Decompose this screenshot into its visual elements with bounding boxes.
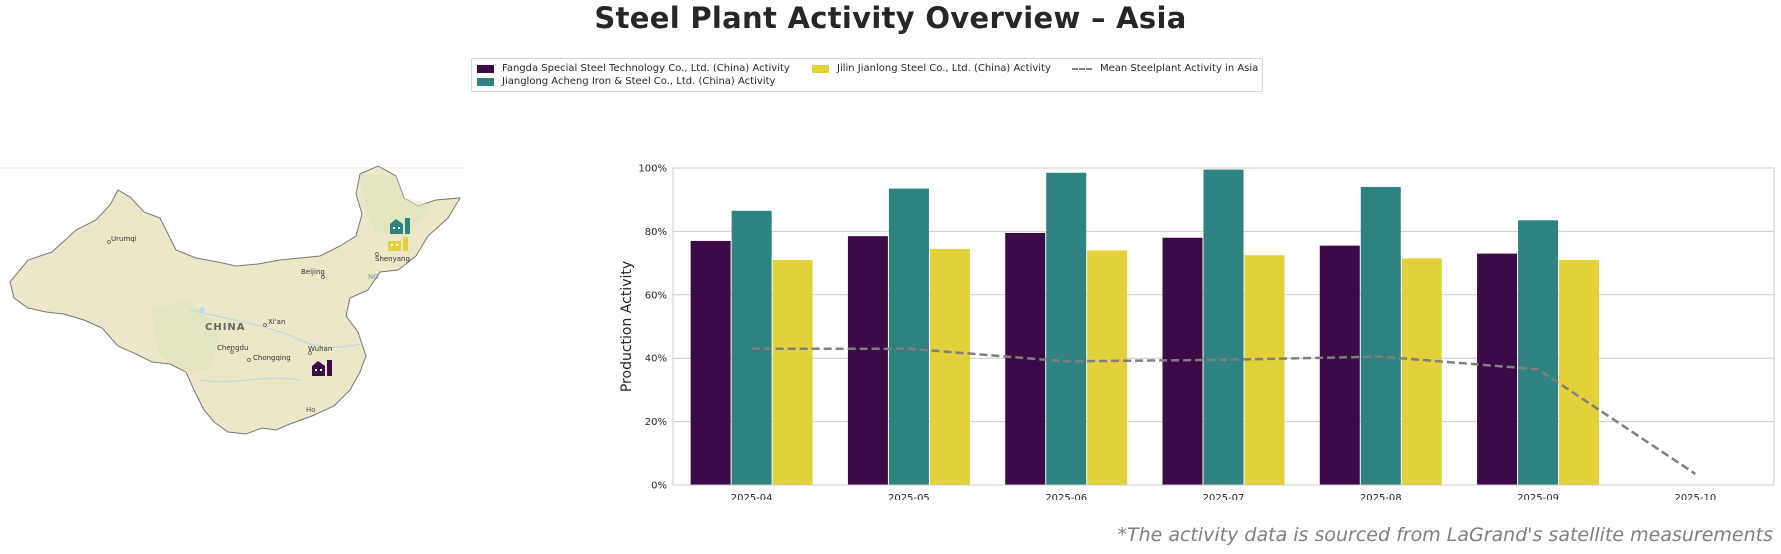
bar-0-2025-05 — [847, 236, 888, 485]
bar-0-2025-06 — [1005, 232, 1046, 485]
bar-2-2025-05 — [929, 248, 970, 485]
legend: Fangda Special Steel Technology Co., Ltd… — [471, 58, 1263, 92]
legend-swatch-mean — [1072, 67, 1092, 70]
bar-2-2025-04 — [772, 259, 813, 485]
bar-1-2025-06 — [1046, 172, 1087, 485]
bar-1-2025-07 — [1203, 169, 1244, 485]
x-tick-label: 2025-09 — [1517, 493, 1559, 500]
map-city-dot-chengdu — [230, 350, 234, 354]
bar-0-2025-04 — [690, 240, 731, 485]
map-city-chengdu: Chengdu — [217, 344, 248, 352]
map-lake — [199, 307, 205, 313]
map-city-xian: Xi'an — [268, 318, 285, 326]
legend-label-jianglong: Jianglong Acheng Iron & Steel Co., Ltd. … — [502, 76, 776, 87]
china-outline — [9, 165, 461, 435]
map-city-dot-shenyang — [375, 252, 379, 256]
map-river — [189, 309, 363, 383]
legend-swatch-fangda — [477, 64, 494, 73]
y-tick-label: 40% — [645, 354, 667, 365]
map-city-dot-xian — [263, 323, 267, 327]
bar-1-2025-05 — [888, 188, 929, 486]
legend-swatch-jilin — [812, 64, 829, 73]
plant-marker-jianglong — [390, 218, 410, 234]
map-city-dot-chongqing — [247, 358, 251, 362]
legend-item-mean: Mean Steelplant Activity in Asia — [1072, 63, 1258, 74]
x-tick-label: 2025-05 — [888, 493, 930, 500]
legend-item-fangda: Fangda Special Steel Technology Co., Ltd… — [477, 63, 790, 74]
bar-0-2025-09 — [1477, 253, 1518, 485]
chart-title: Steel Plant Activity Overview – Asia — [594, 1, 1187, 35]
x-tick-label: 2025-07 — [1203, 493, 1245, 500]
map-label-no: NO — [368, 273, 379, 281]
y-axis-label: Production Activity — [619, 261, 635, 392]
map-city-beijing: Beijing — [301, 268, 325, 276]
plot-frame — [672, 167, 1775, 486]
bar-chart: 0% 20% 40% 60% 80% 100% 2025-04 2025-05 2025-06 2… — [619, 164, 1775, 500]
x-tick-label: 2025-06 — [1045, 493, 1087, 500]
map-city-shenyang: Shenyang — [375, 255, 410, 263]
legend-label-mean: Mean Steelplant Activity in Asia — [1100, 63, 1259, 74]
bar-0-2025-08 — [1319, 245, 1360, 485]
map-terrain — [150, 174, 430, 372]
bar-2-2025-09 — [1559, 259, 1600, 485]
map-city-dot-beijing — [321, 275, 325, 279]
map-city-labels: Urumqi Beijing Shenyang NO Xi'an Chengdu… — [107, 235, 410, 414]
map-city-dot-urumqi — [107, 240, 111, 244]
y-tick-label: 100% — [638, 164, 667, 175]
legend-label-fangda: Fangda Special Steel Technology Co., Ltd… — [502, 63, 790, 74]
bar-2-2025-08 — [1401, 258, 1442, 485]
bar-2-2025-06 — [1087, 250, 1128, 485]
map-city-chongqing: Chongqing — [253, 354, 291, 362]
china-map: Urumqi Beijing Shenyang NO Xi'an Chengdu… — [0, 165, 465, 435]
bar-1-2025-09 — [1518, 220, 1559, 485]
map-city-wuhan: Wuhan — [308, 345, 332, 353]
footnote: *The activity data is sourced from LaGra… — [1117, 524, 1773, 546]
legend-item-jianglong: Jianglong Acheng Iron & Steel Co., Ltd. … — [477, 76, 775, 87]
y-tick-label: 0% — [651, 481, 667, 492]
map-label-ho: Ho — [306, 406, 316, 414]
bar-2-2025-07 — [1244, 255, 1285, 485]
map-city-urumqi: Urumqi — [111, 235, 137, 243]
x-tick-label: 2025-04 — [731, 493, 773, 500]
plant-marker-fangda — [312, 360, 332, 376]
legend-swatch-jianglong — [477, 77, 494, 86]
x-tick-label: 2025-08 — [1360, 493, 1402, 500]
map-city-dot-wuhan — [308, 351, 312, 355]
y-tick-label: 20% — [645, 417, 667, 428]
map-country-label: CHINA — [205, 322, 246, 333]
bar-1-2025-08 — [1360, 187, 1401, 485]
y-tick-label: 80% — [645, 227, 667, 238]
y-tick-label: 60% — [645, 290, 667, 301]
bar-0-2025-07 — [1162, 237, 1203, 485]
legend-item-jilin: Jilin Jianlong Steel Co., Ltd. (China) A… — [812, 63, 1051, 74]
mean-activity-line — [751, 347, 1697, 475]
x-tick-label: 2025-10 — [1674, 493, 1716, 500]
plant-marker-jilin — [388, 237, 408, 251]
legend-label-jilin: Jilin Jianlong Steel Co., Ltd. (China) A… — [837, 63, 1051, 74]
